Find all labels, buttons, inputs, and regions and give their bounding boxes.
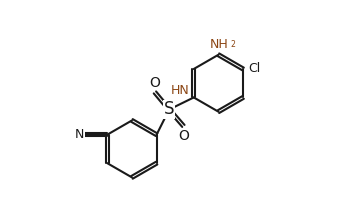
Text: O: O <box>150 76 160 90</box>
Text: N: N <box>75 128 84 141</box>
Text: $_2$: $_2$ <box>230 39 236 51</box>
Text: O: O <box>178 129 189 143</box>
Text: Cl: Cl <box>248 62 260 76</box>
Text: NH: NH <box>210 39 229 51</box>
Text: S: S <box>164 101 174 118</box>
Text: HN: HN <box>171 84 190 97</box>
